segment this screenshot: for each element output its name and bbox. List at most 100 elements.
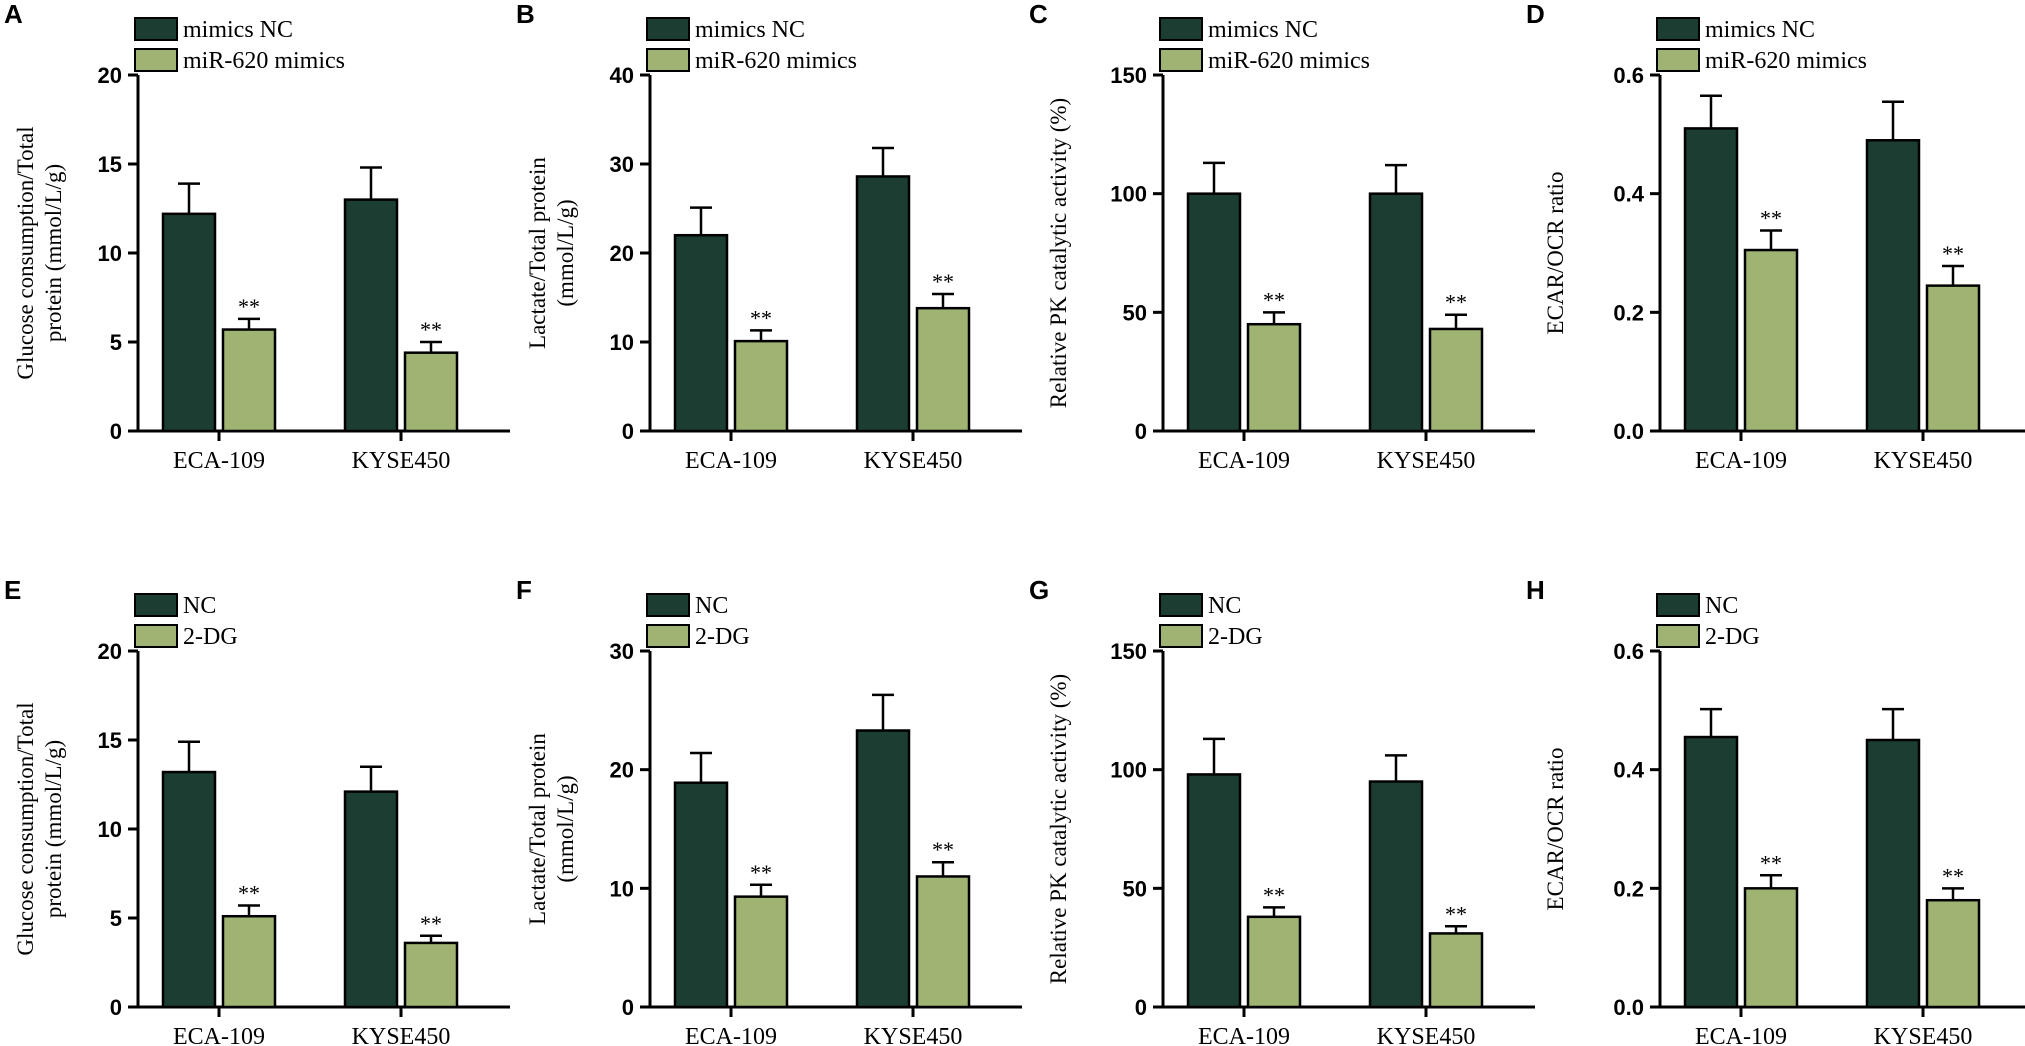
y-tick-label: 100 (1110, 758, 1147, 783)
legend-swatch (1159, 593, 1203, 617)
x-tick-label: ECA-109 (173, 1024, 265, 1046)
legend-label: 2-DG (695, 624, 750, 650)
legend-label: NC (695, 593, 728, 619)
legend-label: 2-DG (1208, 624, 1263, 650)
legend-swatch (134, 48, 178, 72)
y-tick-label: 10 (98, 241, 122, 266)
bar (733, 895, 789, 1009)
x-tick-label: ECA-109 (685, 1024, 777, 1046)
legend-swatch (1159, 48, 1203, 72)
bar (221, 328, 277, 433)
legend-swatch (1159, 17, 1203, 41)
y-tick-label: 0 (622, 995, 634, 1020)
y-tick-label: 0.6 (1613, 639, 1644, 664)
significance-label: ** (238, 294, 260, 319)
panel-f: F Lactate/Total protein (mmol/L/g) 0 10 20 30 *… (516, 575, 1022, 1046)
legend-label: mimics NC (695, 17, 805, 43)
y-tick-label: 0 (110, 419, 122, 444)
y-tick-label: 20 (610, 241, 634, 266)
legend-swatch (646, 48, 690, 72)
bar (221, 914, 277, 1009)
y-axis-label: protein (mmol/L/g) (41, 164, 66, 342)
significance-label: ** (1760, 205, 1782, 230)
bar (1428, 932, 1484, 1009)
significance-label: ** (420, 911, 442, 936)
legend-swatch (646, 624, 690, 648)
panel-d: D ECAR/OCR ratio 0.0 0.2 0.4 0.6 ** ECA-109 ** KY… (1526, 0, 2025, 474)
y-tick-label: 20 (610, 758, 634, 783)
x-tick-label: KYSE450 (352, 448, 451, 474)
panel-g: G Relative PK catalytic activity (%) 0 50 10… (1029, 575, 1535, 1046)
bar (915, 875, 971, 1009)
bar (403, 941, 459, 1009)
bar (1925, 284, 1981, 433)
y-axis-label: ECAR/OCR ratio (1543, 748, 1568, 911)
bar (161, 770, 217, 1009)
panel-letter: D (1526, 0, 1545, 29)
y-tick-label: 50 (1123, 300, 1147, 325)
bar (1186, 773, 1242, 1009)
y-tick-label: 0 (110, 995, 122, 1020)
legend-label: miR-620 mimics (183, 48, 345, 74)
y-tick-label: 20 (98, 639, 122, 664)
significance-label: ** (932, 837, 954, 862)
bar (1428, 327, 1484, 433)
legend-label: mimics NC (1705, 17, 1815, 43)
bar (1368, 192, 1424, 433)
legend-label: mimics NC (183, 17, 293, 43)
bar (855, 175, 911, 433)
panel-letter: B (516, 0, 535, 29)
y-tick-label: 30 (610, 639, 634, 664)
y-tick-label: 15 (98, 152, 122, 177)
legend-swatch (1159, 624, 1203, 648)
legend-label: miR-620 mimics (695, 48, 857, 74)
significance-label: ** (1445, 290, 1467, 315)
y-axis-label: Lactate/Total protein (525, 733, 550, 925)
bar (673, 781, 729, 1009)
bar (673, 233, 729, 433)
legend-swatch (1656, 593, 1700, 617)
y-axis-label: Relative PK catalytic activity (%) (1046, 98, 1071, 408)
bar (343, 790, 399, 1009)
legend-swatch (134, 593, 178, 617)
y-axis-label: (mmol/L/g) (553, 775, 578, 882)
y-tick-label: 15 (98, 728, 122, 753)
x-tick-label: ECA-109 (1198, 1024, 1290, 1046)
legend-label: mimics NC (1208, 17, 1318, 43)
bar (1743, 887, 1799, 1009)
x-tick-label: KYSE450 (352, 1024, 451, 1046)
panel-letter: C (1029, 0, 1048, 29)
legend-swatch (646, 17, 690, 41)
y-axis-label: Lactate/Total protein (525, 157, 550, 349)
legend-label: NC (1208, 593, 1241, 619)
bar (915, 306, 971, 433)
bar (855, 729, 911, 1009)
bar (1865, 139, 1921, 433)
x-tick-label: KYSE450 (1377, 448, 1476, 474)
y-axis-label: Glucose consumption/Total (13, 702, 38, 955)
x-tick-label: ECA-109 (173, 448, 265, 474)
y-tick-label: 0.2 (1613, 300, 1644, 325)
y-tick-label: 0 (1135, 419, 1147, 444)
y-tick-label: 0.6 (1613, 63, 1644, 88)
panel-e: E Glucose consumption/Total protein (mmol/… (4, 575, 510, 1046)
y-tick-label: 0.4 (1613, 758, 1644, 783)
y-tick-label: 5 (110, 906, 122, 931)
bar (733, 339, 789, 433)
y-tick-label: 0.4 (1613, 182, 1644, 207)
y-tick-label: 10 (610, 330, 634, 355)
bar (1683, 127, 1739, 433)
legend-label: 2-DG (1705, 624, 1760, 650)
y-tick-label: 0.2 (1613, 876, 1644, 901)
x-tick-label: KYSE450 (864, 448, 963, 474)
significance-label: ** (750, 860, 772, 885)
y-tick-label: 150 (1110, 63, 1147, 88)
bar (1246, 915, 1302, 1009)
bar (403, 351, 459, 433)
bar (1186, 192, 1242, 433)
y-tick-label: 10 (610, 876, 634, 901)
bar (1865, 738, 1921, 1009)
legend-swatch (134, 624, 178, 648)
significance-label: ** (420, 317, 442, 342)
x-tick-label: ECA-109 (685, 448, 777, 474)
